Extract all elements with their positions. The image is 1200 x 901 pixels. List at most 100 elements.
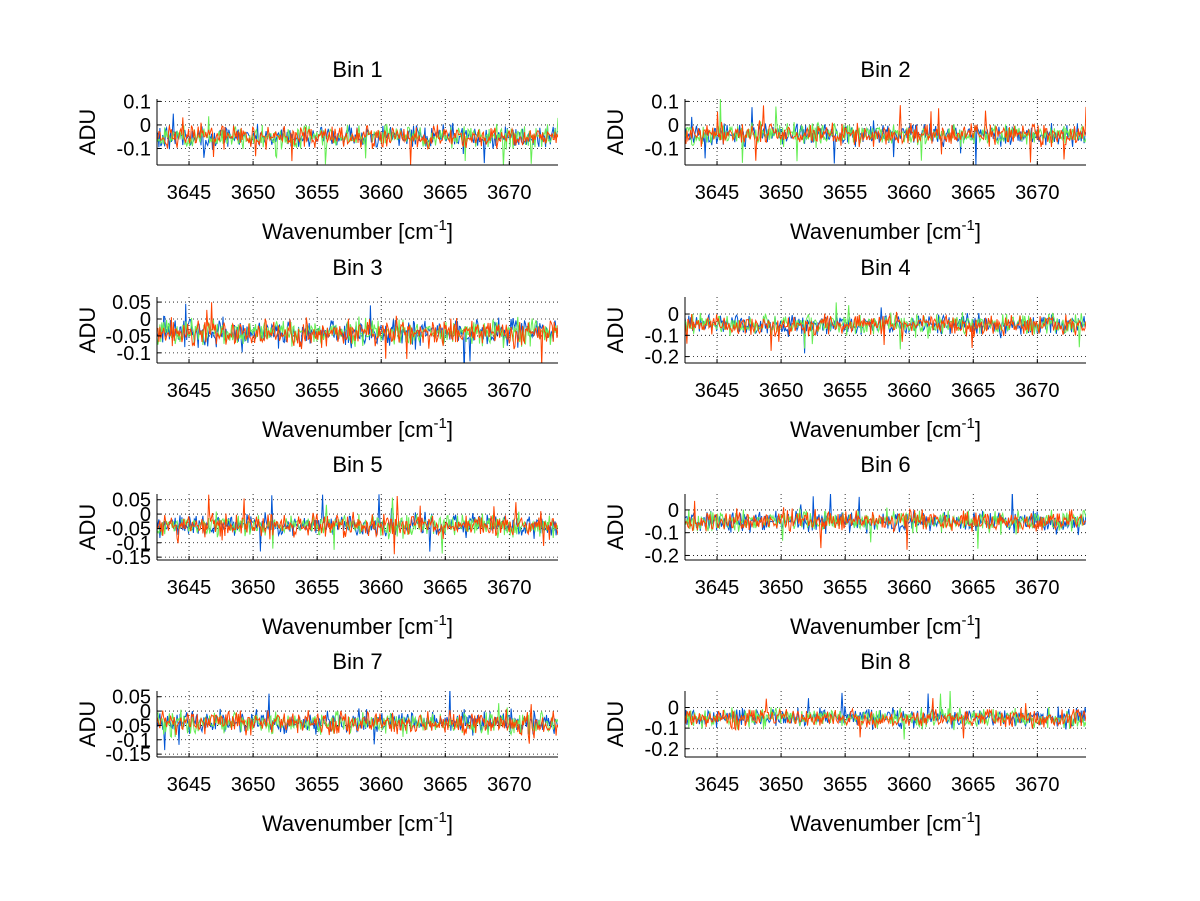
subplot-bin-3: Bin 3 3645 3650 3655 3660 3665 3670 -0.1-0.0500…: [75, 255, 558, 442]
x-axis-label-main: Wavenumber [cm: [790, 811, 962, 836]
x-tick-label: 3655: [823, 380, 868, 402]
y-axis-label: ADU: [603, 307, 628, 353]
subplot-title: Bin 8: [860, 649, 910, 674]
x-tick-label: 3670: [487, 774, 532, 796]
y-tick-label: 0: [140, 701, 151, 723]
y-axis-label: ADU: [75, 504, 100, 550]
x-tick-label: 3650: [231, 774, 276, 796]
x-tick-label: 3670: [487, 182, 532, 204]
series-group: [685, 691, 1086, 740]
y-tick-label: 0.05: [112, 687, 151, 709]
series-group: [685, 99, 1086, 165]
series-line-3: [157, 494, 558, 555]
y-tick-label: -0.1: [645, 523, 679, 545]
x-axis-label-superscript: -1: [434, 217, 447, 234]
y-tick-label: 0: [140, 309, 151, 331]
series-line-3: [157, 117, 558, 165]
x-axis-label-superscript: -1: [962, 809, 975, 826]
subplot-title: Bin 1: [332, 57, 382, 82]
y-axis-label: ADU: [75, 109, 100, 155]
x-axis-label-superscript: -1: [962, 217, 975, 234]
y-tick-label: -0.2: [645, 347, 679, 369]
x-tick-label: 3660: [359, 774, 404, 796]
subplot-title: Bin 3: [332, 255, 382, 280]
x-tick-label: 3650: [759, 774, 804, 796]
x-tick-label: 3645: [167, 577, 212, 599]
x-tick-label: 3650: [759, 577, 804, 599]
series-group: [685, 302, 1086, 354]
x-axis-label-superscript: -1: [962, 415, 975, 432]
y-tick-label: -0.1: [117, 343, 151, 365]
x-axis-label-main: Wavenumber [cm: [790, 219, 962, 244]
x-tick-label: 3650: [759, 182, 804, 204]
y-tick-label: 0.1: [651, 91, 679, 113]
x-axis-label-end: ]: [975, 614, 981, 639]
x-axis-label-main: Wavenumber [cm: [790, 614, 962, 639]
x-tick-label: 3660: [887, 380, 932, 402]
x-tick-label: 3660: [359, 577, 404, 599]
x-axis-label-superscript: -1: [434, 809, 447, 826]
x-tick-label: 3665: [423, 380, 468, 402]
subplot-bin-5: Bin 5 3645 3650 3655 3660 3665 3670 -0.15-0.1-0…: [75, 452, 558, 639]
x-tick-label: 3645: [695, 380, 740, 402]
x-tick-label: 3655: [295, 182, 340, 204]
x-axis-label-end: ]: [975, 219, 981, 244]
y-tick-label: -0.1: [645, 718, 679, 740]
x-axis-label-end: ]: [975, 417, 981, 442]
y-tick-label: 0: [140, 115, 151, 137]
x-tick-label: 3655: [295, 774, 340, 796]
x-axis-label-main: Wavenumber [cm: [262, 811, 434, 836]
y-axis-label: ADU: [75, 701, 100, 747]
subplot-bin-8: Bin 8 3645 3650 3655 3660 3665 3670 -0.2-0.10 AD…: [603, 649, 1086, 836]
x-axis-label: Wavenumber [cm-1]: [262, 612, 453, 639]
series-group: [157, 691, 558, 751]
y-axis-label: ADU: [75, 307, 100, 353]
x-tick-label: 3660: [359, 182, 404, 204]
series-line-2: [157, 497, 558, 554]
subplot-title: Bin 5: [332, 452, 382, 477]
x-tick-label: 3655: [295, 577, 340, 599]
x-axis-label-main: Wavenumber [cm: [262, 219, 434, 244]
x-tick-label: 3650: [231, 182, 276, 204]
x-tick-label: 3665: [951, 577, 996, 599]
subplot-bin-1: Bin 1 3645 3650 3655 3660 3665 3670 -0.100.1 ADU…: [75, 57, 558, 244]
y-tick-label: 0.05: [112, 490, 151, 512]
series-group: [685, 494, 1086, 550]
series-line-1: [685, 494, 1086, 536]
x-tick-label: 3670: [1015, 182, 1060, 204]
y-tick-label: -0.1: [645, 139, 679, 161]
x-tick-label: 3670: [1015, 380, 1060, 402]
y-tick-label: -0.15: [105, 547, 151, 569]
x-tick-label: 3655: [823, 577, 868, 599]
subplot-title: Bin 6: [860, 452, 910, 477]
x-axis-label: Wavenumber [cm-1]: [790, 415, 981, 442]
x-tick-label: 3670: [487, 380, 532, 402]
x-tick-label: 3650: [759, 380, 804, 402]
y-tick-label: 0.05: [112, 292, 151, 314]
series-line-3: [157, 302, 558, 363]
x-axis-label: Wavenumber [cm-1]: [262, 809, 453, 836]
y-tick-label: -0.1: [117, 139, 151, 161]
series-line-3: [685, 698, 1086, 739]
x-tick-label: 3660: [359, 380, 404, 402]
x-tick-label: 3645: [695, 182, 740, 204]
y-tick-label: 0: [668, 304, 679, 326]
x-axis-label-superscript: -1: [962, 612, 975, 629]
y-tick-label: -0.1: [645, 325, 679, 347]
x-tick-label: 3655: [823, 774, 868, 796]
series-group: [157, 113, 558, 165]
subplot-bin-2: Bin 2 3645 3650 3655 3660 3665 3670 -0.100.1 ADU…: [603, 57, 1086, 244]
subplot-title: Bin 7: [332, 649, 382, 674]
x-tick-label: 3645: [167, 380, 212, 402]
x-tick-label: 3670: [1015, 577, 1060, 599]
x-tick-label: 3645: [695, 774, 740, 796]
x-axis-label-end: ]: [447, 417, 453, 442]
x-axis-label: Wavenumber [cm-1]: [790, 809, 981, 836]
y-tick-label: -0.2: [645, 739, 679, 761]
x-tick-label: 3645: [167, 774, 212, 796]
x-axis-label: Wavenumber [cm-1]: [262, 415, 453, 442]
y-tick-label: -0.05: [105, 326, 151, 348]
y-tick-label: -0.2: [645, 545, 679, 567]
x-axis-label-main: Wavenumber [cm: [262, 417, 434, 442]
